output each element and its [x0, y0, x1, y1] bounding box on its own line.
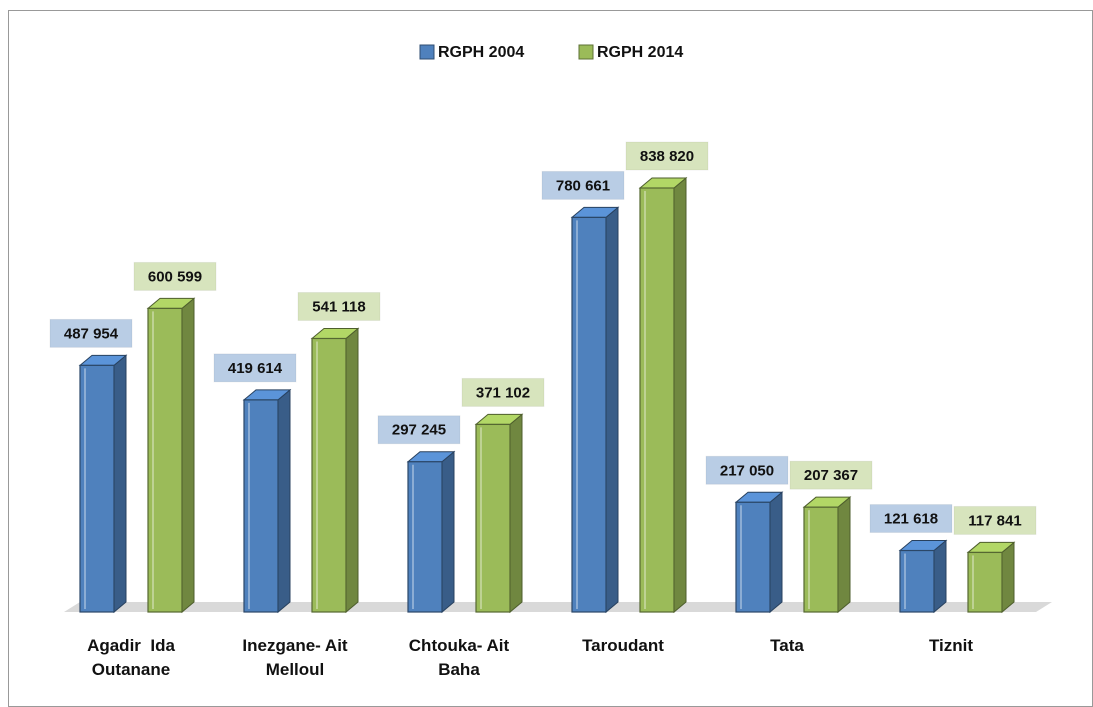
data-label-box [869, 504, 953, 534]
bar [310, 327, 360, 614]
bar [898, 539, 948, 614]
bar-side [673, 176, 687, 614]
bar [78, 354, 128, 614]
data-label-box [133, 261, 217, 291]
data-label-box [377, 415, 461, 445]
bar-side [113, 354, 127, 614]
bar [146, 297, 196, 614]
bar [242, 388, 292, 614]
data-label: 217 050 [720, 462, 774, 479]
x-tick-label: Tata [770, 636, 804, 655]
bar-side [441, 450, 455, 614]
data-label: 838 820 [640, 148, 694, 165]
data-label-box [541, 170, 625, 200]
legend-label: RGPH 2004 [438, 44, 524, 61]
bar-side [181, 297, 195, 614]
data-label-box [461, 377, 545, 407]
bar-front [735, 501, 771, 613]
bar-front [243, 399, 279, 613]
bar-side [933, 539, 947, 614]
data-label: 487 954 [64, 325, 119, 342]
data-label: 207 367 [804, 467, 858, 484]
bar-front [803, 506, 839, 613]
data-label-box [953, 505, 1037, 535]
bar-front [475, 423, 511, 613]
data-label: 419 614 [228, 360, 283, 377]
data-label-box [705, 455, 789, 485]
bar-front [147, 307, 183, 613]
x-tick-label: Chtouka- Ait Baha [408, 636, 514, 679]
data-label-box [49, 318, 133, 348]
legend-label: RGPH 2014 [597, 44, 683, 61]
legend-swatch [578, 44, 594, 60]
bar-front [899, 549, 935, 613]
data-label: 117 841 [968, 512, 1021, 529]
bar-front [639, 187, 675, 613]
x-tick-label: Inezgane- Ait Melloul [242, 636, 353, 679]
bar [638, 176, 688, 614]
bar [734, 491, 784, 614]
bar-side [345, 327, 359, 614]
data-label: 780 661 [556, 177, 610, 194]
data-label-box [789, 460, 873, 490]
bar-side [837, 496, 851, 614]
data-label: 541 118 [312, 298, 365, 315]
bar-side [605, 206, 619, 614]
data-label: 121 618 [884, 510, 938, 527]
data-label: 600 599 [148, 268, 202, 285]
bar [474, 413, 524, 614]
bar-front [571, 216, 607, 613]
x-tick-label: Taroudant [582, 636, 664, 655]
data-label-box [213, 353, 297, 383]
bar-side [769, 491, 783, 614]
data-label: 371 102 [476, 384, 530, 401]
x-tick-label: Agadir Ida Outanane [87, 636, 180, 679]
legend-swatch [419, 44, 435, 60]
bar-side [1001, 541, 1015, 614]
data-label-box [297, 291, 381, 321]
bar-side [509, 413, 523, 614]
bar [966, 541, 1016, 614]
data-label-box [625, 141, 709, 171]
bar-front [79, 364, 115, 613]
bar [406, 450, 456, 614]
bar-side [277, 388, 291, 614]
bar-front [311, 337, 347, 613]
x-tick-label: Tiznit [928, 636, 974, 655]
bar [802, 496, 852, 614]
bar [570, 206, 620, 614]
data-label: 297 245 [392, 422, 446, 439]
bar-front [407, 461, 443, 613]
bar-front [967, 551, 1003, 613]
